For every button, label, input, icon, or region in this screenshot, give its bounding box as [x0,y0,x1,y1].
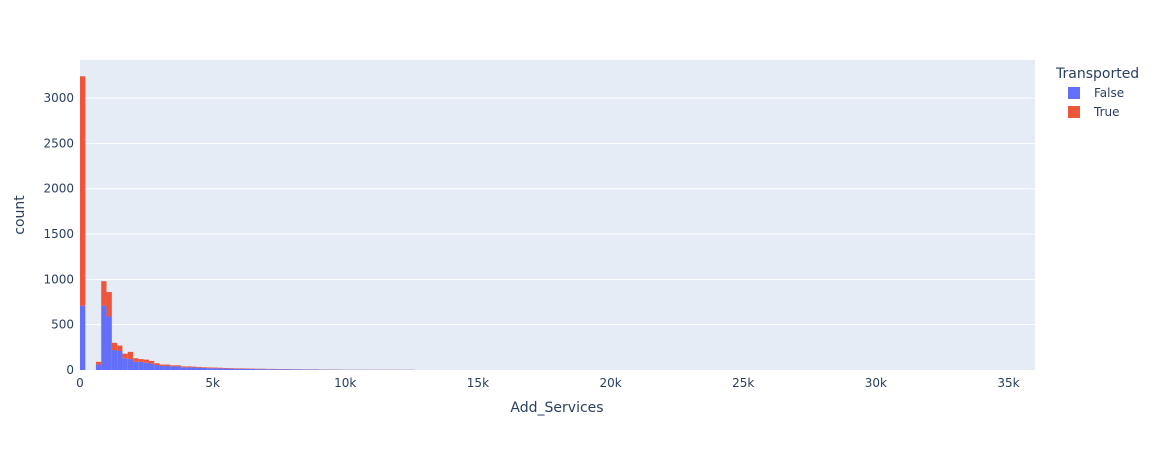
x-tick-label: 20k [599,376,621,390]
histogram-bar-true [170,365,175,366]
y-axis-title: count [12,195,28,235]
histogram-bar-true [176,365,181,366]
histogram-bar-true [122,354,127,359]
histogram-bar-true [133,358,138,362]
histogram-bar-false [107,317,112,370]
y-tick-label: 1000 [43,272,74,286]
histogram-bar-false [282,369,287,370]
x-tick-label: 15k [467,376,489,390]
y-tick-label: 2000 [43,182,74,196]
histogram-bar-true [186,366,191,367]
histogram-bar-true [138,359,143,362]
histogram-bar-false [244,369,249,370]
histogram-bar-false [250,369,255,370]
histogram-bar-true [223,368,228,369]
histogram-bar-true [213,368,218,369]
histogram-bar-false [298,369,303,370]
histogram-bar-true [107,292,112,316]
histogram-bar-false [181,367,186,370]
histogram-bar-false [218,368,223,370]
legend: Transported False True [1055,66,1139,119]
x-tick-label: 25k [732,376,754,390]
histogram-bar-true [202,367,207,368]
histogram-bar-false [287,369,292,370]
legend-items: False True [1068,86,1124,119]
histogram-bar-false [191,367,196,370]
histogram-bar-true [229,368,234,369]
histogram-bar-true [218,368,223,369]
x-tick-label: 5k [205,376,220,390]
histogram-bar-true [207,367,212,368]
histogram-bar-false [260,369,265,370]
histogram-bar-false [234,369,239,370]
histogram-bar-false [271,369,276,370]
x-tick-label: 35k [997,376,1019,390]
histogram-bar-false [213,368,218,370]
histogram-bar-false [239,369,244,370]
y-tick-label: 1500 [43,227,74,241]
y-axis-ticks: 0 500 1000 1500 2000 2500 3000 [43,91,74,377]
histogram-bar-true [144,360,149,363]
histogram-bar-true [101,281,106,305]
histogram-bar-false [133,362,138,370]
y-tick-label: 500 [51,318,74,332]
legend-swatch-false [1068,87,1080,99]
histogram-bar-false [276,369,281,370]
x-axis-title: Add_Services [510,400,603,416]
histogram-bar-false [229,369,234,370]
histogram-bar-false [112,350,117,370]
x-tick-label: 30k [865,376,887,390]
histogram-bar-false [207,368,212,370]
histogram-bar-false [154,365,159,370]
histogram-bar-true [96,362,101,365]
x-axis-ticks: 0 5k 10k 15k 20k 25k 30k 35k [76,376,1019,390]
histogram-bar-false [165,366,170,370]
histogram-bar-false [170,366,175,370]
legend-label-true: True [1093,105,1120,119]
histogram-bar-true [80,76,85,305]
histogram-bar-true [181,366,186,367]
histogram-bar-false [149,364,154,370]
histogram-bar-true [112,343,117,350]
histogram-bar-true [191,367,196,368]
histogram-bar-true [154,363,159,365]
histogram-bar-false [186,367,191,370]
histogram-bar-false [96,365,101,370]
histogram-bar-false [266,369,271,370]
histogram-bar-true [149,361,154,364]
histogram-bar-true [197,367,202,368]
histogram-bar-false [255,369,260,370]
histogram-bar-true [128,352,133,359]
histogram-bar-false [122,358,127,370]
legend-swatch-true [1068,106,1080,118]
histogram-bar-false [101,306,106,370]
histogram-bar-true [117,346,122,351]
histogram-bar-false [138,362,143,370]
legend-title: Transported [1055,66,1139,82]
legend-label-false: False [1094,86,1124,100]
plot-area [80,60,1035,370]
histogram-bar-false [128,359,133,370]
histogram-bar-true [165,365,170,366]
histogram-bar-false [80,306,85,370]
y-tick-label: 2500 [43,136,74,150]
histogram-bar-false [144,363,149,370]
histogram-bar-false [202,368,207,370]
x-tick-label: 0 [76,376,84,390]
y-tick-label: 0 [66,363,74,377]
histogram-bar-false [292,369,297,370]
x-tick-label: 10k [334,376,356,390]
histogram-bar-false [117,351,122,370]
histogram-bar-false [160,366,165,370]
histogram-bar-false [197,368,202,370]
histogram-bar-false [176,366,181,370]
histogram-bar-false [223,369,228,370]
histogram-bar-true [160,365,165,366]
y-tick-label: 3000 [43,91,74,105]
